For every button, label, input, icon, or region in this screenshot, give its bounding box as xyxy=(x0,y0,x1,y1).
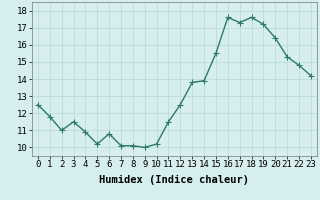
X-axis label: Humidex (Indice chaleur): Humidex (Indice chaleur) xyxy=(100,175,249,185)
